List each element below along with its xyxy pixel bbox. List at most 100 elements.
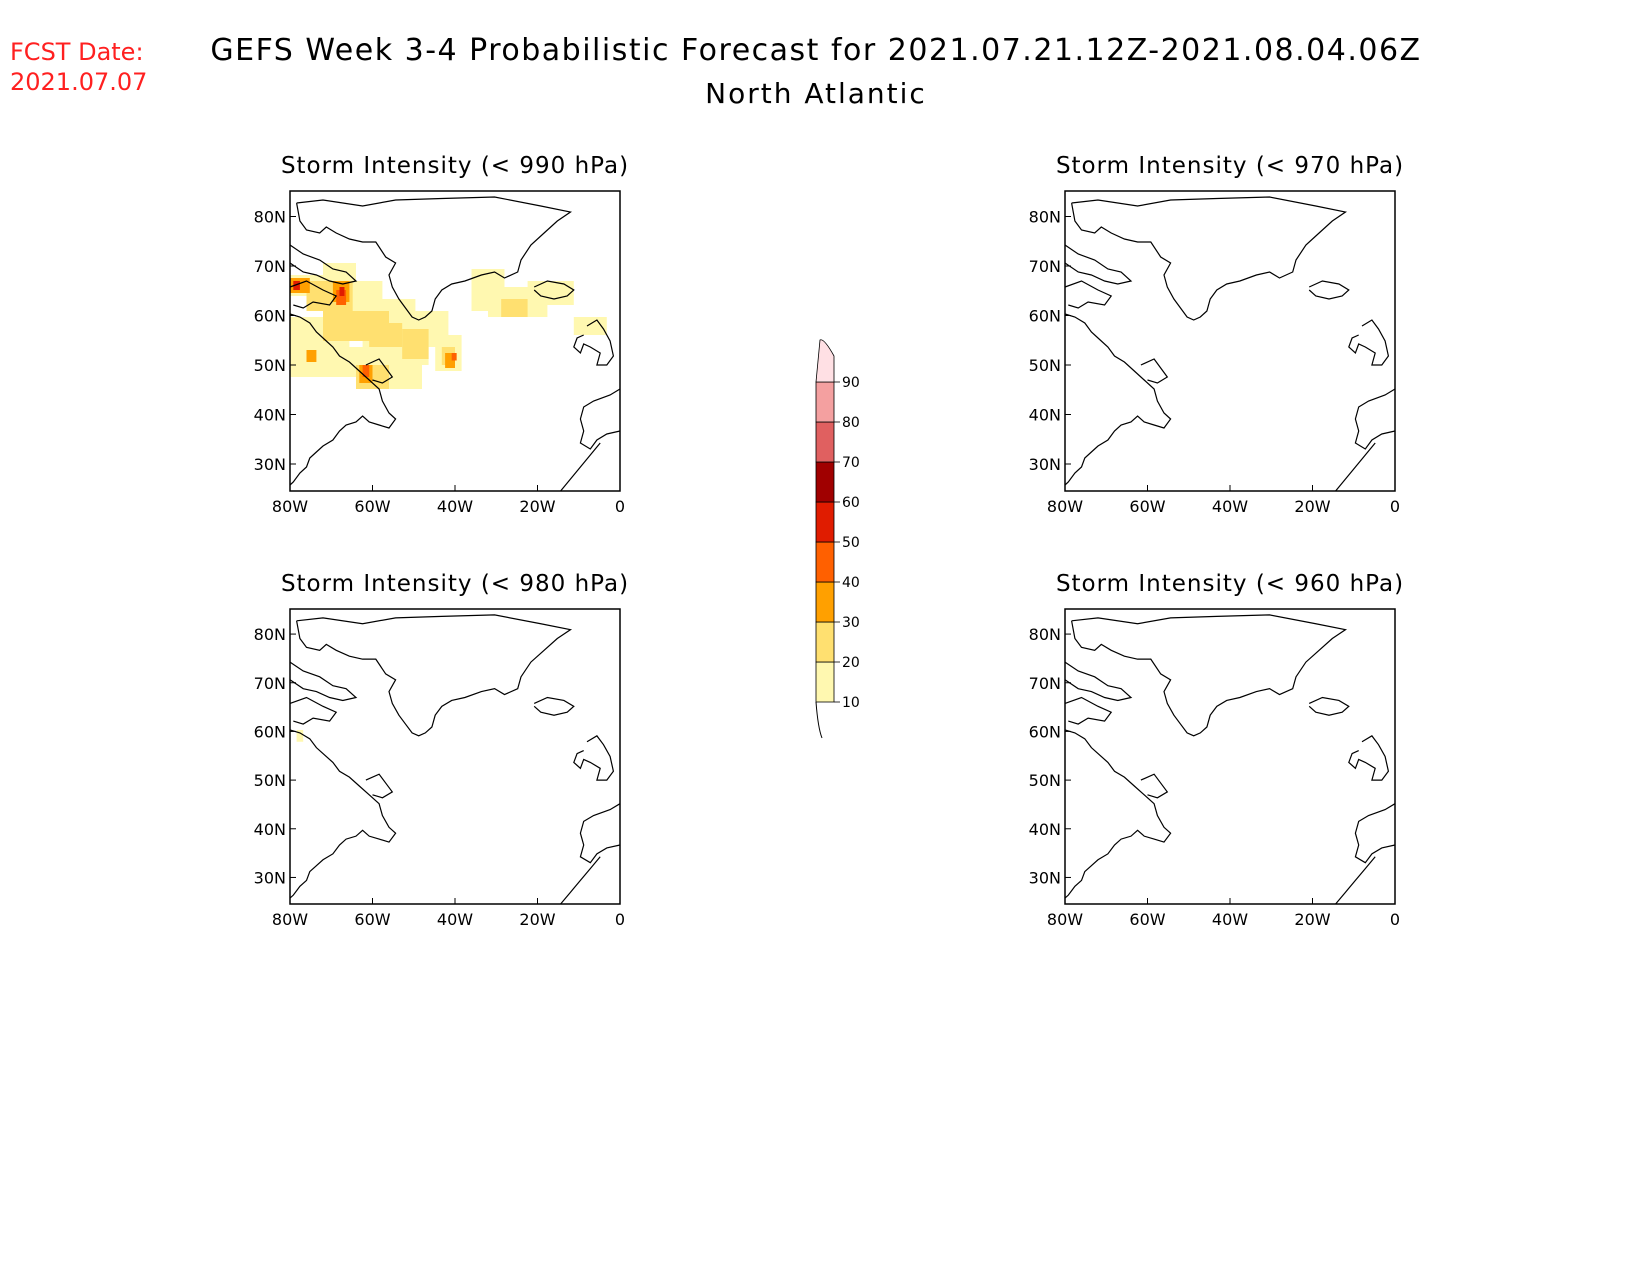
probability-cell <box>306 350 317 362</box>
probability-cell <box>445 353 455 368</box>
lon-tick-label: 40W <box>437 497 473 516</box>
coastline <box>574 320 614 365</box>
coastline <box>290 698 336 725</box>
lon-tick-label: 60W <box>1129 910 1165 929</box>
coastline <box>366 359 392 383</box>
probability-cell <box>336 290 347 305</box>
lat-tick-label: 30N <box>254 455 286 474</box>
lon-tick-label: 80W <box>1047 910 1083 929</box>
figure-title: GEFS Week 3-4 Probabilistic Forecast for… <box>210 33 1421 68</box>
colorbar-segment <box>815 421 835 463</box>
lat-tick-label: 80N <box>254 208 286 227</box>
coastline <box>1309 281 1349 299</box>
lat-tick-label: 40N <box>1029 820 1061 839</box>
lon-tick-label: 40W <box>1212 497 1248 516</box>
map-panel: Storm Intensity (< 980 hPa) 80W 60W 40W 20W 0… <box>254 571 629 929</box>
coastline <box>1065 245 1131 284</box>
lon-tick-label: 40W <box>437 910 473 929</box>
coastline <box>1072 197 1346 320</box>
lon-tick-label: 20W <box>519 910 555 929</box>
lon-tick-label: 20W <box>519 497 555 516</box>
probability-cell <box>339 287 345 296</box>
colorbar-segment <box>815 621 835 663</box>
colorbar-label: 30 <box>842 615 860 631</box>
lon-tick-label: 80W <box>272 497 308 516</box>
lat-tick-label: 80N <box>1029 208 1061 227</box>
lat-tick-label: 60N <box>254 722 286 741</box>
map-area <box>1065 615 1395 904</box>
coastline <box>1072 615 1346 736</box>
coastline <box>1355 804 1395 863</box>
coastline <box>561 443 601 491</box>
coastline <box>1065 662 1131 700</box>
coastline <box>561 857 601 904</box>
coastline <box>1349 320 1389 365</box>
lon-tick-label: 40W <box>1212 910 1248 929</box>
coastline <box>366 774 392 798</box>
lat-tick-label: 60N <box>1029 307 1061 326</box>
map-panel: Storm Intensity (< 970 hPa) 80W 60W 40W 20W 0… <box>1029 153 1404 516</box>
colorbar-segment <box>815 461 835 503</box>
lon-tick-label: 60W <box>354 910 390 929</box>
coastline <box>290 281 336 308</box>
lat-tick-label: 40N <box>1029 406 1061 425</box>
colorbar: 10 20 30 40 50 60 70 80 90 <box>815 339 860 739</box>
lon-tick-label: 20W <box>1294 497 1330 516</box>
coastline <box>1336 857 1376 904</box>
figure-subtitle: North Atlantic <box>705 77 927 110</box>
colorbar-segment <box>815 581 835 623</box>
coastline <box>1065 281 1111 308</box>
panel-title: Storm Intensity (< 960 hPa) <box>1056 571 1404 597</box>
colorbar-tail <box>815 701 823 739</box>
probability-cell <box>501 299 528 317</box>
panel-title: Storm Intensity (< 980 hPa) <box>281 571 629 597</box>
colorbar-label: 40 <box>842 575 860 591</box>
map-frame <box>289 608 621 905</box>
coastline <box>290 245 356 284</box>
lat-tick-label: 40N <box>254 406 286 425</box>
probability-cell <box>369 323 403 347</box>
lon-tick-label: 0 <box>615 497 625 516</box>
coastline <box>580 389 620 449</box>
lon-tick-label: 0 <box>1390 910 1400 929</box>
lat-tick-label: 80N <box>1029 625 1061 644</box>
map-area <box>290 615 620 904</box>
probability-cell <box>527 281 574 305</box>
panel-title: Storm Intensity (< 970 hPa) <box>1056 153 1404 179</box>
lat-tick-label: 30N <box>1029 455 1061 474</box>
coastline <box>1355 389 1395 449</box>
coastline <box>1309 698 1349 716</box>
fcst-date-value: 2021.07.07 <box>10 68 147 96</box>
colorbar-label: 10 <box>842 695 860 711</box>
colorbar-label: 50 <box>842 535 860 551</box>
lon-tick-label: 0 <box>615 910 625 929</box>
lon-tick-label: 60W <box>354 497 390 516</box>
panel-title: Storm Intensity (< 990 hPa) <box>281 153 629 179</box>
probability-cell <box>402 329 429 359</box>
lat-tick-label: 40N <box>254 820 286 839</box>
colorbar-segment <box>815 661 835 703</box>
probability-cell <box>389 359 422 389</box>
probability-cell <box>451 353 457 361</box>
fcst-date-label: FCST Date: <box>10 38 144 66</box>
coastline <box>1141 774 1167 798</box>
coastline <box>290 662 356 700</box>
lat-tick-label: 60N <box>1029 722 1061 741</box>
colorbar-label: 80 <box>842 415 860 431</box>
coastline <box>1065 698 1111 725</box>
lon-tick-label: 20W <box>1294 910 1330 929</box>
lon-tick-label: 60W <box>1129 497 1165 516</box>
lat-tick-label: 70N <box>1029 674 1061 693</box>
colorbar-segment <box>815 501 835 543</box>
colorbar-label: 90 <box>842 375 860 391</box>
colorbar-label: 70 <box>842 455 860 471</box>
coastline <box>1349 736 1389 780</box>
coastline <box>1065 730 1171 898</box>
probability-cell <box>362 365 370 377</box>
coastline <box>290 314 396 485</box>
lat-tick-label: 50N <box>1029 356 1061 375</box>
map-frame <box>1064 190 1396 492</box>
lat-tick-label: 70N <box>254 674 286 693</box>
coastline <box>1141 359 1167 383</box>
